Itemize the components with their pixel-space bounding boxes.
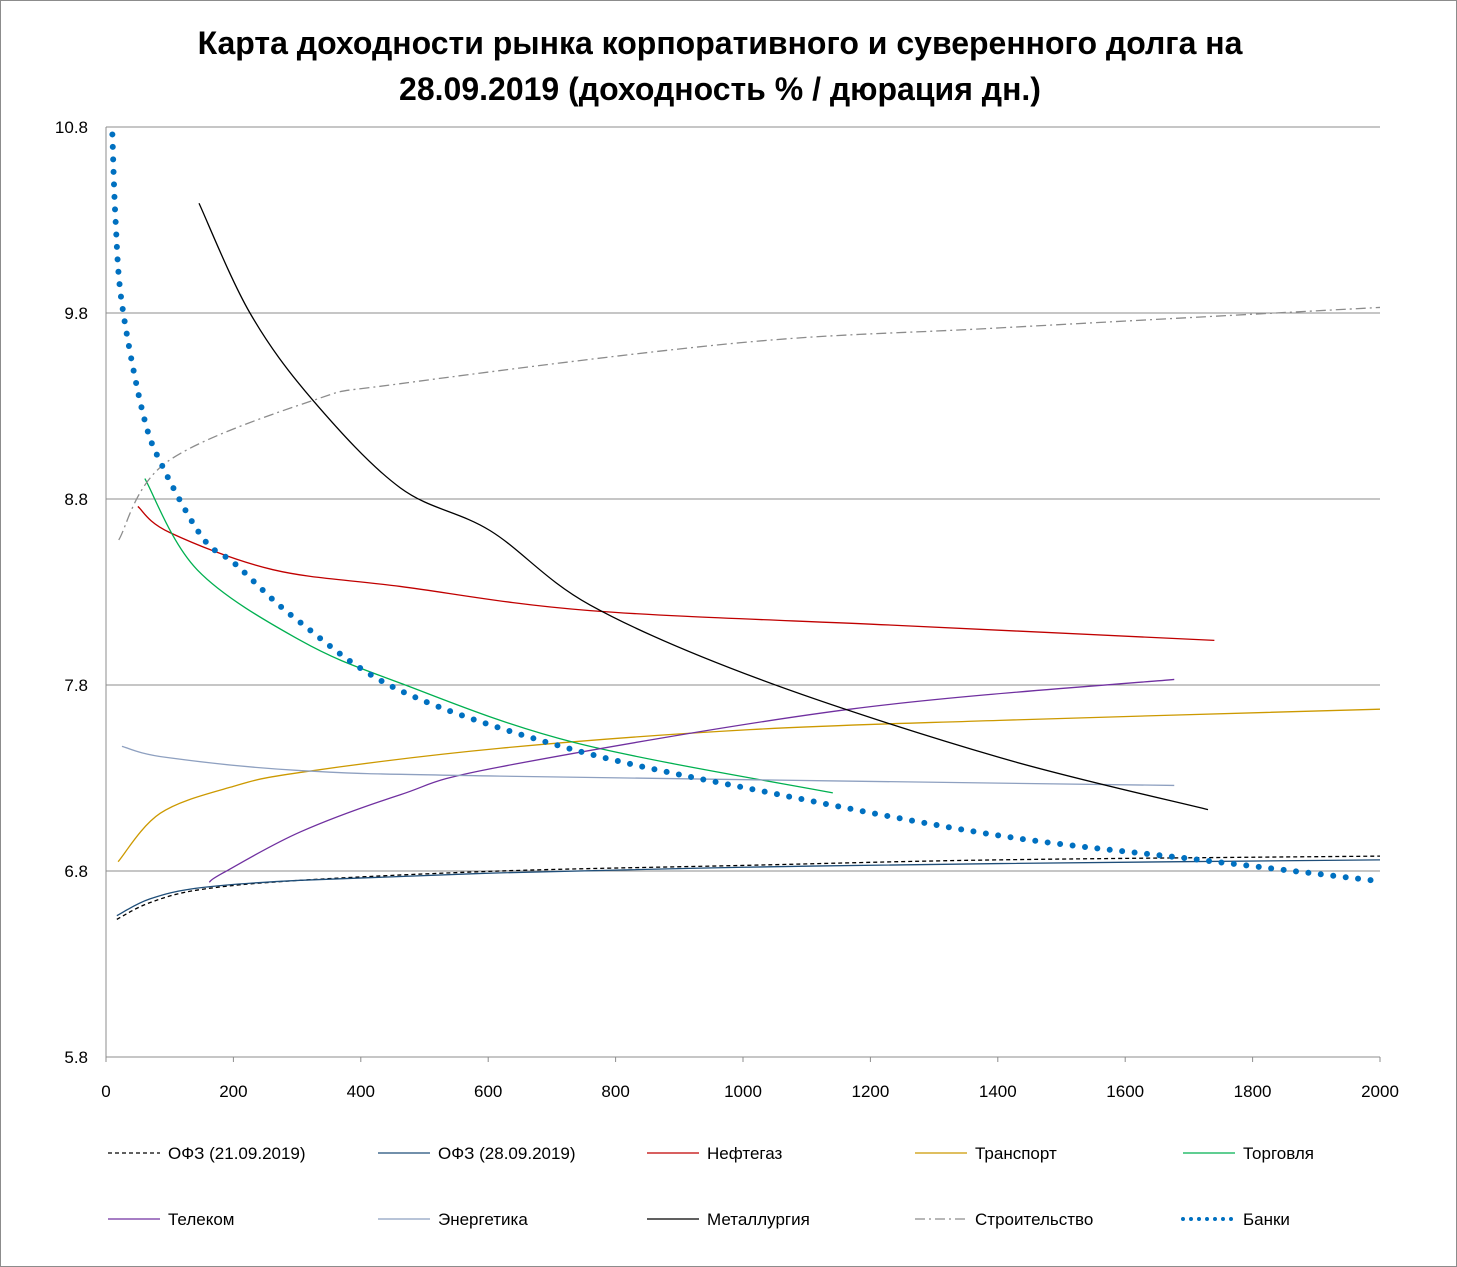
legend-label: Телеком <box>168 1210 234 1229</box>
x-tick-label: 1000 <box>724 1082 762 1101</box>
x-tick-label: 1600 <box>1106 1082 1144 1101</box>
series-line-7 <box>121 745 1175 787</box>
legend-label: Банки <box>1243 1210 1290 1229</box>
series-line-3 <box>137 505 1215 642</box>
legend-label: ОФЗ (28.09.2019) <box>438 1144 576 1163</box>
x-tick-label: 1400 <box>979 1082 1017 1101</box>
series-line-5 <box>144 478 833 794</box>
y-tick-label: 6.8 <box>64 862 88 881</box>
series-line-2 <box>116 859 1381 917</box>
x-tick-label: 2000 <box>1361 1082 1399 1101</box>
legend-label: Строительство <box>975 1210 1093 1229</box>
x-tick-label: 0 <box>101 1082 110 1101</box>
y-tick-label: 10.8 <box>55 118 88 137</box>
series-line-8 <box>198 202 1209 811</box>
legend-label: Энергетика <box>438 1210 528 1229</box>
series-line-9 <box>118 306 1381 541</box>
x-tick-label: 1200 <box>851 1082 889 1101</box>
chart-title-line-1: Карта доходности рынка корпоративного и … <box>197 25 1243 61</box>
x-tick-label: 200 <box>219 1082 247 1101</box>
chart-title: Карта доходности рынка корпоративного и … <box>0 20 1440 112</box>
x-tick-label: 800 <box>601 1082 629 1101</box>
y-tick-label: 8.8 <box>64 490 88 509</box>
y-tick-label: 7.8 <box>64 676 88 695</box>
legend-label: Металлургия <box>707 1210 810 1229</box>
y-tick-label: 9.8 <box>64 304 88 323</box>
y-tick-label: 5.8 <box>64 1048 88 1067</box>
x-tick-label: 1800 <box>1234 1082 1272 1101</box>
legend-label: Транспорт <box>975 1144 1057 1163</box>
series-line-1 <box>116 855 1381 920</box>
series-line-10 <box>109 131 1375 884</box>
series-line-4 <box>117 708 1381 863</box>
chart-title-line-2: 28.09.2019 (доходность % / дюрация дн.) <box>399 71 1041 107</box>
legend-label: Нефтегаз <box>707 1144 782 1163</box>
legend-label: ОФЗ (21.09.2019) <box>168 1144 306 1163</box>
legend-label: Торговля <box>1243 1144 1314 1163</box>
x-tick-label: 600 <box>474 1082 502 1101</box>
series-line-6 <box>208 678 1175 883</box>
x-tick-label: 400 <box>347 1082 375 1101</box>
